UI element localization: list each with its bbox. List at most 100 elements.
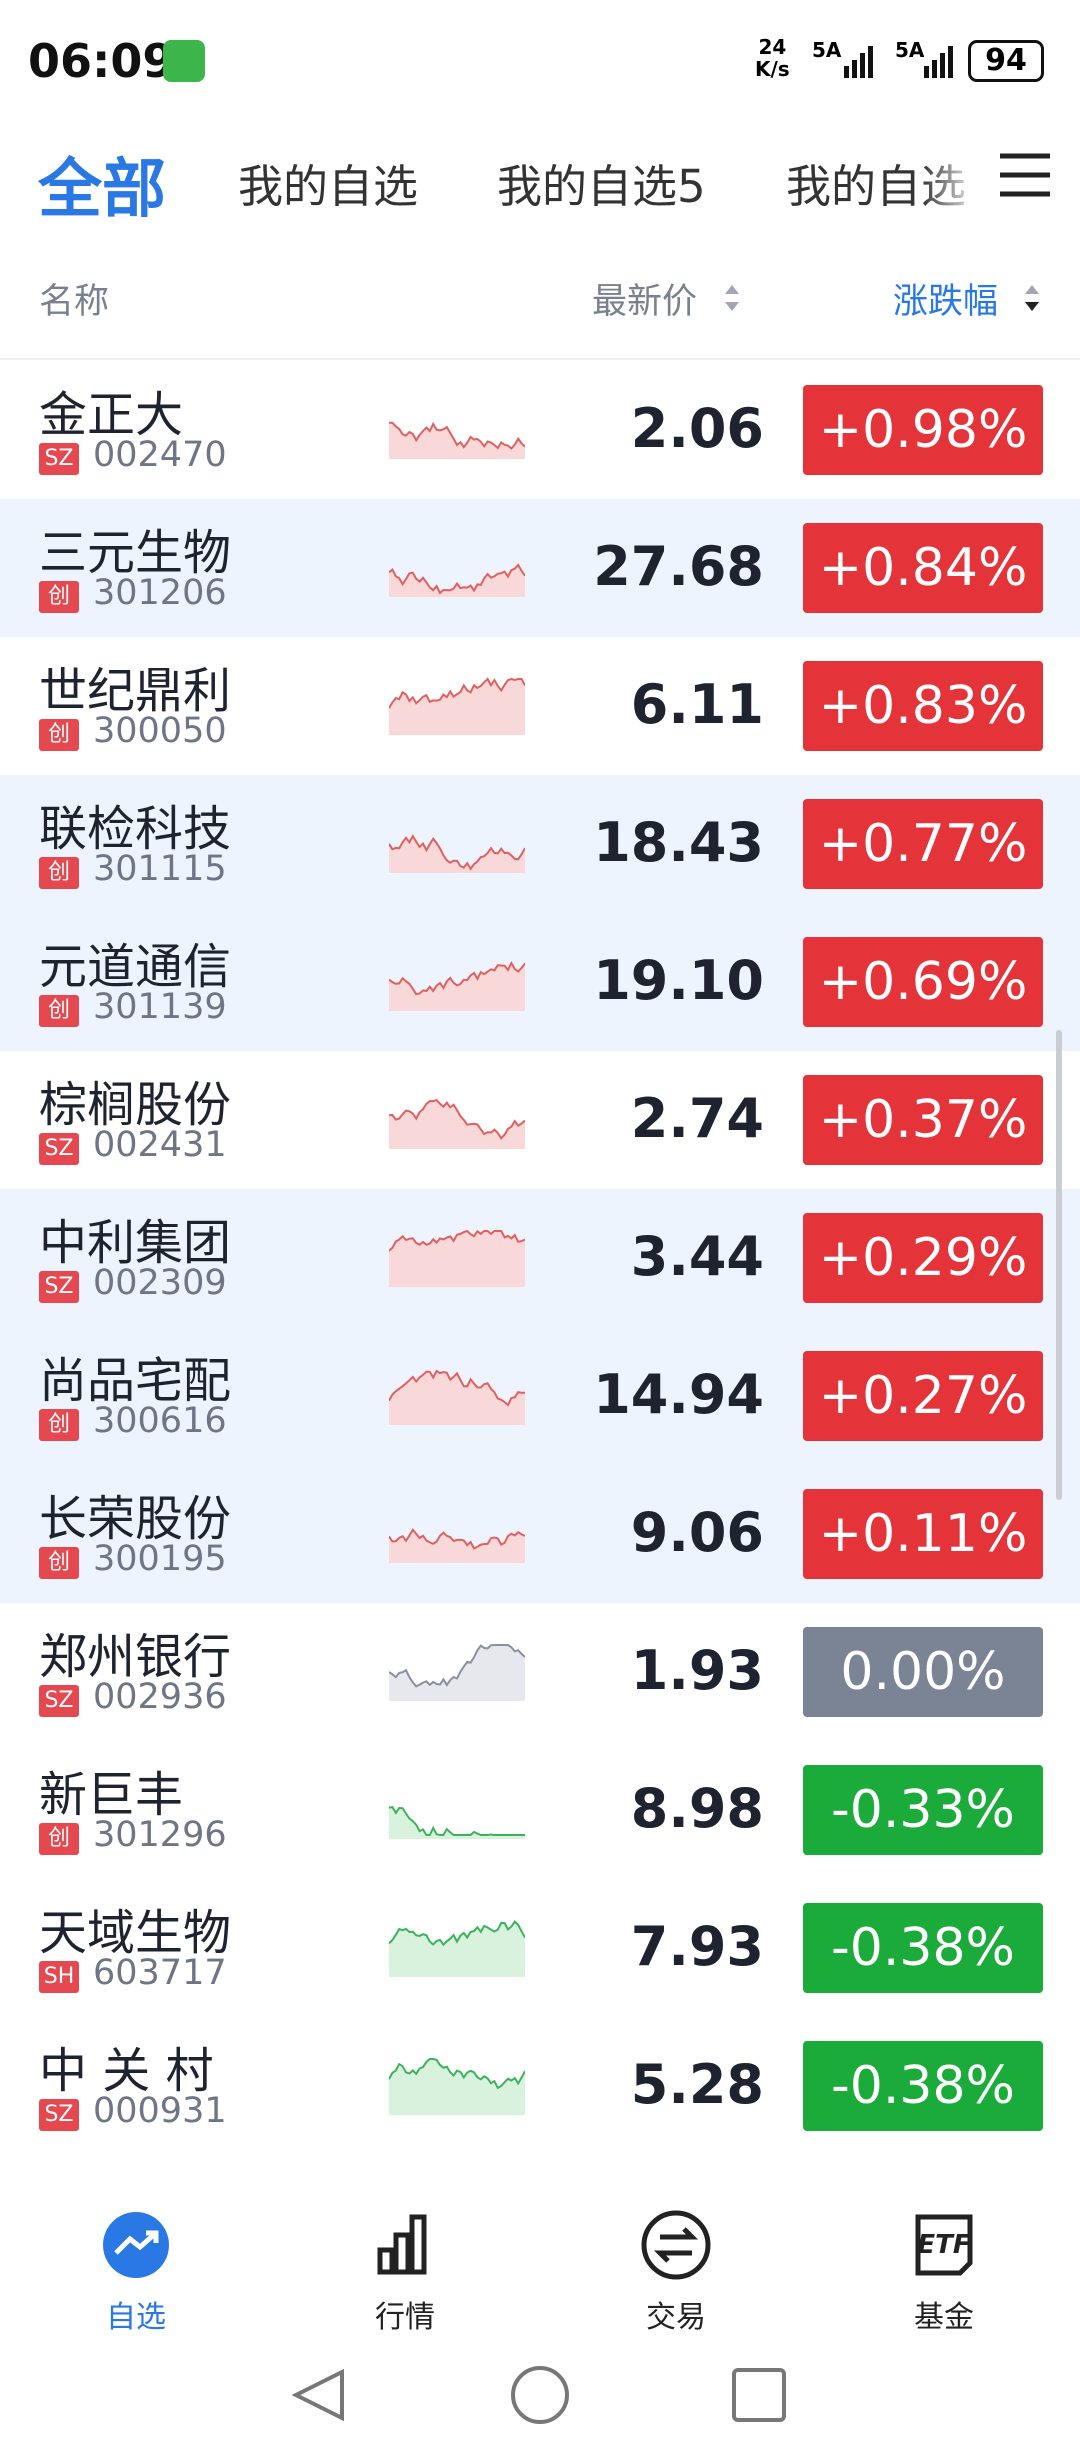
market-tag: SZ — [39, 1133, 79, 1165]
market-tag: 创 — [39, 995, 79, 1027]
stock-name: 世纪鼎利 — [39, 663, 232, 719]
battery: 94 — [968, 40, 1044, 82]
change-badge: -0.38% — [803, 1903, 1043, 1993]
sparkline — [389, 1369, 525, 1425]
market-tag: SZ — [39, 1271, 79, 1303]
sparkline — [389, 1098, 525, 1149]
change-badge: +0.27% — [803, 1351, 1043, 1441]
stock-row[interactable]: 天域生物 SH 603717 7.93 -0.38% — [0, 1879, 1080, 2017]
market-tag: 创 — [39, 857, 79, 889]
app-icon — [163, 40, 205, 82]
sparkline — [389, 1527, 525, 1563]
stock-code: 301206 — [93, 573, 227, 613]
tab[interactable]: 我的自选5 — [497, 160, 706, 213]
stock-name: 尚品宅配 — [39, 1353, 232, 1409]
change-badge: +0.11% — [803, 1489, 1043, 1579]
divider — [0, 358, 1080, 360]
price: 8.98 — [630, 1777, 764, 1840]
stock-list: 金正大 SZ 002470 2.06 +0.98% 三元生物创 301206 27.68 +0.… — [0, 361, 1080, 2176]
column-header[interactable]: 最新价 — [592, 282, 698, 322]
market-tag: SZ — [39, 1685, 79, 1717]
stock-code: 000931 — [93, 2091, 227, 2131]
stock-code: 002431 — [93, 1125, 227, 1165]
tab[interactable]: 我的自选 — [786, 160, 967, 213]
net-speed: 24 K/s — [755, 36, 790, 80]
nav-item[interactable]: 行情 — [375, 2300, 435, 2335]
column-header: 名称 — [39, 282, 110, 322]
stock-name: 郑州银行 — [39, 1629, 232, 1685]
nav-icons: ETF — [103, 2210, 973, 2280]
stock-code: 300616 — [93, 1401, 227, 1441]
stock-name: 联检科技 — [39, 801, 232, 857]
sparkline — [389, 1920, 525, 1977]
time: 06:09 — [28, 34, 175, 88]
stock-name: 金正大 — [39, 387, 184, 443]
sort-icon — [1025, 285, 1039, 311]
stock-code: 002470 — [93, 435, 227, 475]
market-tag: 创 — [39, 719, 79, 751]
stock-name: 天域生物 — [39, 1905, 232, 1961]
sparkline — [389, 421, 525, 459]
stock-row[interactable]: 三元生物创 301206 27.68 +0.84% — [0, 499, 1080, 637]
signal: 5A — [812, 38, 842, 62]
price: 14.94 — [593, 1363, 764, 1426]
stock-row[interactable]: 长荣股份创 300195 9.06 +0.11% — [0, 1465, 1080, 1603]
market-tag: SZ — [39, 443, 79, 475]
sparkline — [389, 961, 525, 1011]
change-badge: +0.37% — [803, 1075, 1043, 1165]
change-badge: +0.77% — [803, 799, 1043, 889]
stock-row[interactable]: 尚品宅配创 300616 14.94 +0.27% — [0, 1327, 1080, 1465]
stock-row[interactable]: 金正大 SZ 002470 2.06 +0.98% — [0, 361, 1080, 499]
change-badge: -0.38% — [803, 2041, 1043, 2131]
nav-item[interactable]: 基金 — [914, 2300, 974, 2335]
signal: 5A — [895, 38, 925, 62]
nav-item[interactable]: 交易 — [646, 2300, 706, 2335]
stock-code: 603717 — [93, 1953, 227, 1993]
stock-name: 长荣股份 — [39, 1491, 232, 1547]
change-badge: -0.33% — [803, 1765, 1043, 1855]
sparkline — [389, 2058, 525, 2115]
bottom-bar — [0, 2176, 1080, 2440]
stock-name: 中 关 村 — [39, 2043, 214, 2099]
price: 2.06 — [630, 397, 764, 460]
price: 27.68 — [593, 535, 764, 598]
system-nav — [291, 2366, 786, 2424]
stock-row[interactable]: 棕榈股份 SZ 002431 2.74 +0.37% — [0, 1051, 1080, 1189]
signal-bars — [844, 46, 953, 78]
tab-active[interactable]: 全部 — [38, 153, 166, 227]
price: 1.93 — [630, 1639, 764, 1702]
sparkline — [389, 677, 525, 735]
price: 6.11 — [630, 673, 764, 736]
change-badge: +0.69% — [803, 937, 1043, 1027]
stock-row[interactable]: 新巨丰创 301296 8.98 -0.33% — [0, 1741, 1080, 1879]
stock-row[interactable]: 中 关 村 SZ 000931 5.28 -0.38% — [0, 2017, 1080, 2155]
stock-code: 301296 — [93, 1815, 227, 1855]
menu-button[interactable] — [998, 150, 1052, 200]
market-tag: 创 — [39, 1823, 79, 1855]
stock-row[interactable]: 中利集团 SZ 002309 3.44 +0.29% — [0, 1189, 1080, 1327]
nav-item[interactable]: 自选 — [106, 2300, 166, 2335]
price: 9.06 — [630, 1501, 764, 1564]
stock-row[interactable]: 联检科技创 301115 18.43 +0.77% — [0, 775, 1080, 913]
net-speed-unit: K/s — [755, 57, 790, 81]
tab[interactable]: 我的自选 — [238, 160, 419, 213]
stock-row[interactable]: 郑州银行 SZ 002936 1.93 0.00% — [0, 1603, 1080, 1741]
sparkline — [389, 563, 525, 597]
sparkline — [389, 834, 525, 873]
stock-row[interactable]: 元道通信创 301139 19.10 +0.69% — [0, 913, 1080, 1051]
sort-icon — [725, 285, 739, 311]
stock-name: 棕榈股份 — [39, 1077, 232, 1133]
etf-icon-text: ETF — [917, 2230, 970, 2260]
column-header[interactable]: 涨跌幅 — [893, 282, 999, 322]
stock-code: 002936 — [93, 1677, 227, 1717]
market-tag: 创 — [39, 1547, 79, 1579]
market-tag: 创 — [39, 581, 79, 613]
stock-row[interactable]: 世纪鼎利创 300050 6.11 +0.83% — [0, 637, 1080, 775]
stock-name: 中利集团 — [39, 1215, 232, 1271]
market-tag: 创 — [39, 1409, 79, 1441]
change-badge: +0.83% — [803, 661, 1043, 751]
scrollbar — [1056, 1030, 1062, 1500]
change-badge: 0.00% — [803, 1627, 1043, 1717]
stock-code: 301115 — [93, 849, 227, 889]
